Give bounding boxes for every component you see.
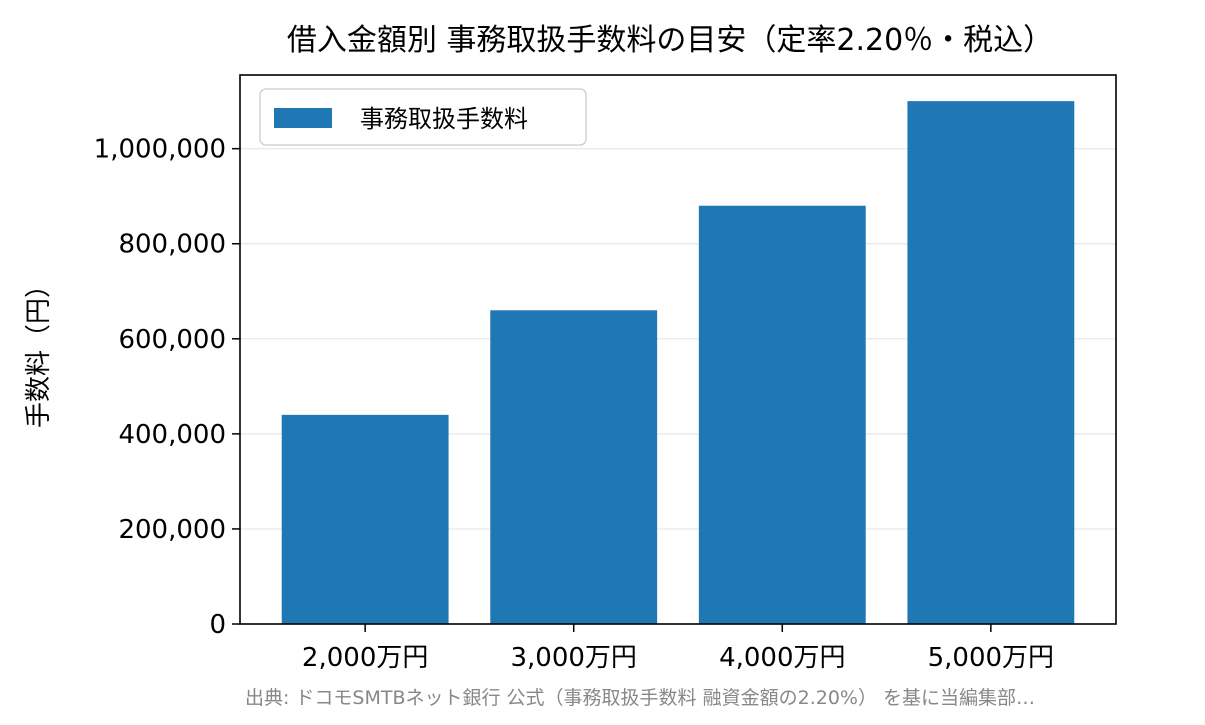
y-tick-label: 0 — [209, 610, 226, 640]
y-tick-label: 400,000 — [118, 420, 226, 450]
x-axis-ticks: 2,000万円 3,000万円 4,000万円 5,000万円 — [302, 624, 1054, 673]
plot-frame — [239, 74, 1117, 625]
x-tick-label: 3,000万円 — [510, 643, 636, 673]
y-tick-label: 1,000,000 — [94, 135, 226, 165]
legend-label: 事務取扱手数料 — [360, 105, 528, 133]
legend-swatch — [274, 108, 332, 128]
y-tick-label: 800,000 — [118, 230, 226, 260]
y-tick-label: 200,000 — [118, 515, 226, 545]
bar — [698, 205, 866, 624]
legend-box — [259, 88, 587, 146]
bar — [490, 310, 658, 624]
x-tick-label: 4,000万円 — [719, 643, 845, 673]
bars — [281, 101, 1075, 624]
y-tick-label: 600,000 — [118, 325, 226, 355]
chart-title: 借入金額別 事務取扱手数料の目安（定率2.20％・税込） — [287, 23, 1053, 58]
bar — [281, 414, 449, 624]
x-tick-label: 2,000万円 — [302, 643, 428, 673]
y-axis-label: 手数料（円） — [24, 272, 54, 428]
x-tick-label: 5,000万円 — [928, 643, 1054, 673]
y-axis-ticks: 0 200,000 400,000 600,000 800,000 1,000,000 — [94, 135, 240, 640]
bar — [907, 101, 1075, 624]
legend: 事務取扱手数料 — [259, 88, 587, 146]
source-note: 出典: ドコモSMTBネット銀行 公式（事務取扱手数料 融資金額の2.20%） … — [245, 687, 1035, 709]
